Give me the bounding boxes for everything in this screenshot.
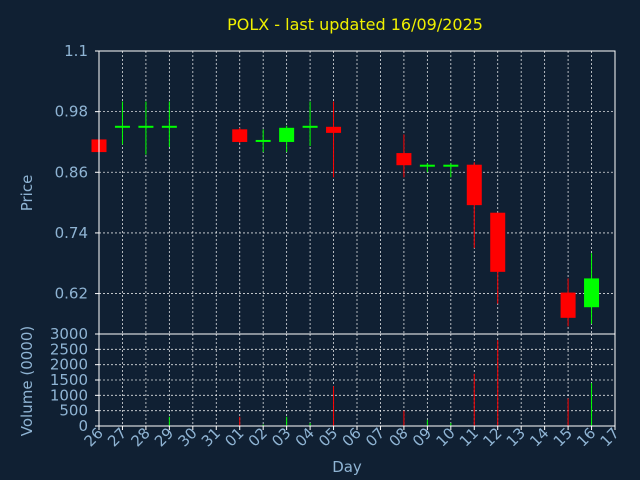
x-axis-ticks: 2627282930310102030405060708091011121314… bbox=[81, 424, 623, 450]
x-tick-label: 31 bbox=[198, 424, 224, 450]
x-tick-label: 10 bbox=[432, 424, 458, 450]
volume-tick-label: 500 bbox=[59, 402, 88, 420]
candle-body bbox=[114, 125, 130, 128]
price-axis-label: Price bbox=[18, 175, 36, 212]
candle-body bbox=[560, 292, 576, 318]
x-tick-label: 27 bbox=[104, 424, 130, 450]
candle-body bbox=[419, 164, 435, 167]
x-tick-label: 08 bbox=[386, 424, 412, 450]
x-axis-label: Day bbox=[332, 458, 362, 476]
volume-bars bbox=[168, 340, 593, 426]
x-tick-label: 14 bbox=[526, 424, 552, 450]
x-tick-label: 13 bbox=[503, 424, 529, 450]
x-tick-label: 03 bbox=[268, 424, 294, 450]
volume-tick-label: 3000 bbox=[50, 325, 88, 343]
x-tick-label: 15 bbox=[550, 424, 576, 450]
x-tick-label: 11 bbox=[456, 424, 482, 450]
x-tick-label: 30 bbox=[174, 424, 200, 450]
x-tick-label: 12 bbox=[479, 424, 505, 450]
volume-axis-label: Volume (0000) bbox=[18, 326, 36, 436]
x-tick-label: 17 bbox=[597, 424, 623, 450]
x-tick-label: 28 bbox=[128, 424, 154, 450]
candle-body bbox=[326, 126, 342, 133]
volume-tick-label: 1000 bbox=[50, 386, 88, 404]
price-tick-label: 0.74 bbox=[55, 224, 88, 242]
candle-body bbox=[255, 139, 271, 142]
volume-grid bbox=[98, 333, 616, 427]
x-tick-label: 02 bbox=[245, 424, 271, 450]
price-axis-ticks: 1.1 0.98 0.86 0.74 0.62 bbox=[55, 42, 99, 303]
candle-body bbox=[466, 164, 482, 206]
candle-body bbox=[302, 125, 318, 128]
candle-body bbox=[161, 125, 177, 128]
volume-tick-label: 1500 bbox=[50, 371, 88, 389]
chart-title: POLX - last updated 16/09/2025 bbox=[227, 15, 483, 34]
volume-panel-frame bbox=[98, 333, 616, 427]
x-tick-label: 16 bbox=[573, 424, 599, 450]
candle-body bbox=[232, 129, 248, 142]
price-tick-label: 1.1 bbox=[64, 42, 88, 60]
x-tick-label: 04 bbox=[292, 424, 318, 450]
price-tick-label: 0.62 bbox=[55, 285, 88, 303]
candle-body bbox=[279, 127, 295, 142]
candle-body bbox=[138, 125, 154, 128]
x-tick-label: 29 bbox=[151, 424, 177, 450]
volume-tick-label: 0 bbox=[78, 417, 88, 435]
candle-body bbox=[490, 212, 506, 272]
x-tick-label: 07 bbox=[362, 424, 388, 450]
volume-tick-label: 2500 bbox=[50, 340, 88, 358]
candle-body bbox=[443, 164, 459, 167]
candle-body bbox=[584, 278, 600, 308]
candle-body bbox=[396, 153, 412, 166]
x-tick-label: 06 bbox=[339, 424, 365, 450]
x-tick-label: 05 bbox=[315, 424, 341, 450]
x-tick-label: 01 bbox=[221, 424, 247, 450]
candles bbox=[91, 101, 600, 327]
volume-tick-label: 2000 bbox=[50, 356, 88, 374]
price-tick-label: 0.98 bbox=[55, 103, 88, 121]
price-tick-label: 0.86 bbox=[55, 163, 88, 181]
x-tick-label: 09 bbox=[409, 424, 435, 450]
price-grid bbox=[98, 50, 616, 334]
